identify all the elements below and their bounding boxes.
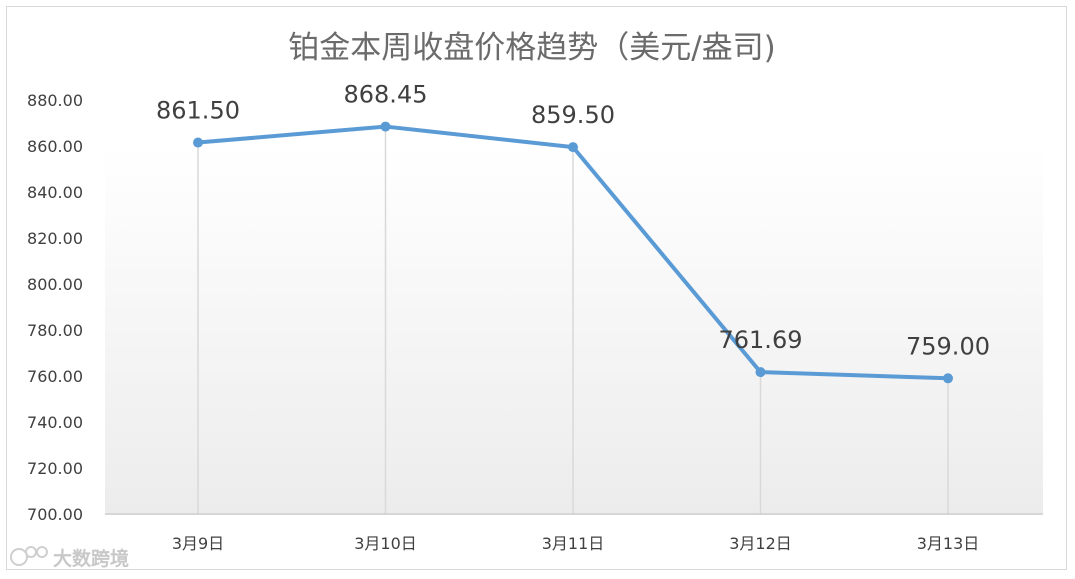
x-tick-label: 3月13日 <box>917 534 980 553</box>
drop-lines <box>197 126 949 514</box>
y-tick-label: 840.00 <box>27 183 83 202</box>
y-tick-label: 740.00 <box>27 413 83 432</box>
data-label: 859.50 <box>531 101 615 129</box>
watermark: 大数跨境 <box>10 546 129 570</box>
plot-background <box>105 145 1043 515</box>
data-label: 761.69 <box>719 326 803 354</box>
series-group <box>193 121 953 384</box>
data-label: 759.00 <box>906 332 990 360</box>
data-label: 868.45 <box>344 81 428 109</box>
watermark-logo-icon <box>10 546 48 566</box>
data-point <box>380 121 391 132</box>
y-tick-label: 860.00 <box>27 137 83 156</box>
y-tick-label: 880.00 <box>27 91 83 110</box>
data-labels: 861.50 868.45 859.50 761.69 759.00 <box>156 81 990 361</box>
x-tick-label: 3月10日 <box>354 534 417 553</box>
y-axis-ticks: 700.00 720.00 740.00 760.00 780.00 800.00 820.… <box>27 91 83 524</box>
x-tick-label: 3月9日 <box>172 534 224 553</box>
watermark-text: 大数跨境 <box>53 547 129 570</box>
y-tick-label: 760.00 <box>27 367 83 386</box>
x-tick-label: 3月12日 <box>729 534 792 553</box>
y-tick-label: 820.00 <box>27 229 83 248</box>
chart-title: 铂金本周收盘价格趋势（美元/盎司) <box>288 30 776 66</box>
y-tick-label: 800.00 <box>27 275 83 294</box>
data-point <box>943 373 953 384</box>
y-tick-label: 720.00 <box>27 459 83 478</box>
y-tick-label: 700.00 <box>27 505 83 524</box>
x-tick-label: 3月11日 <box>542 534 605 553</box>
data-point <box>193 137 203 148</box>
data-point <box>755 367 766 378</box>
data-point <box>568 142 578 153</box>
data-label: 861.50 <box>156 97 240 125</box>
x-axis-ticks: 3月9日 3月10日 3月11日 3月12日 3月13日 <box>172 534 979 553</box>
y-tick-label: 780.00 <box>27 321 83 340</box>
